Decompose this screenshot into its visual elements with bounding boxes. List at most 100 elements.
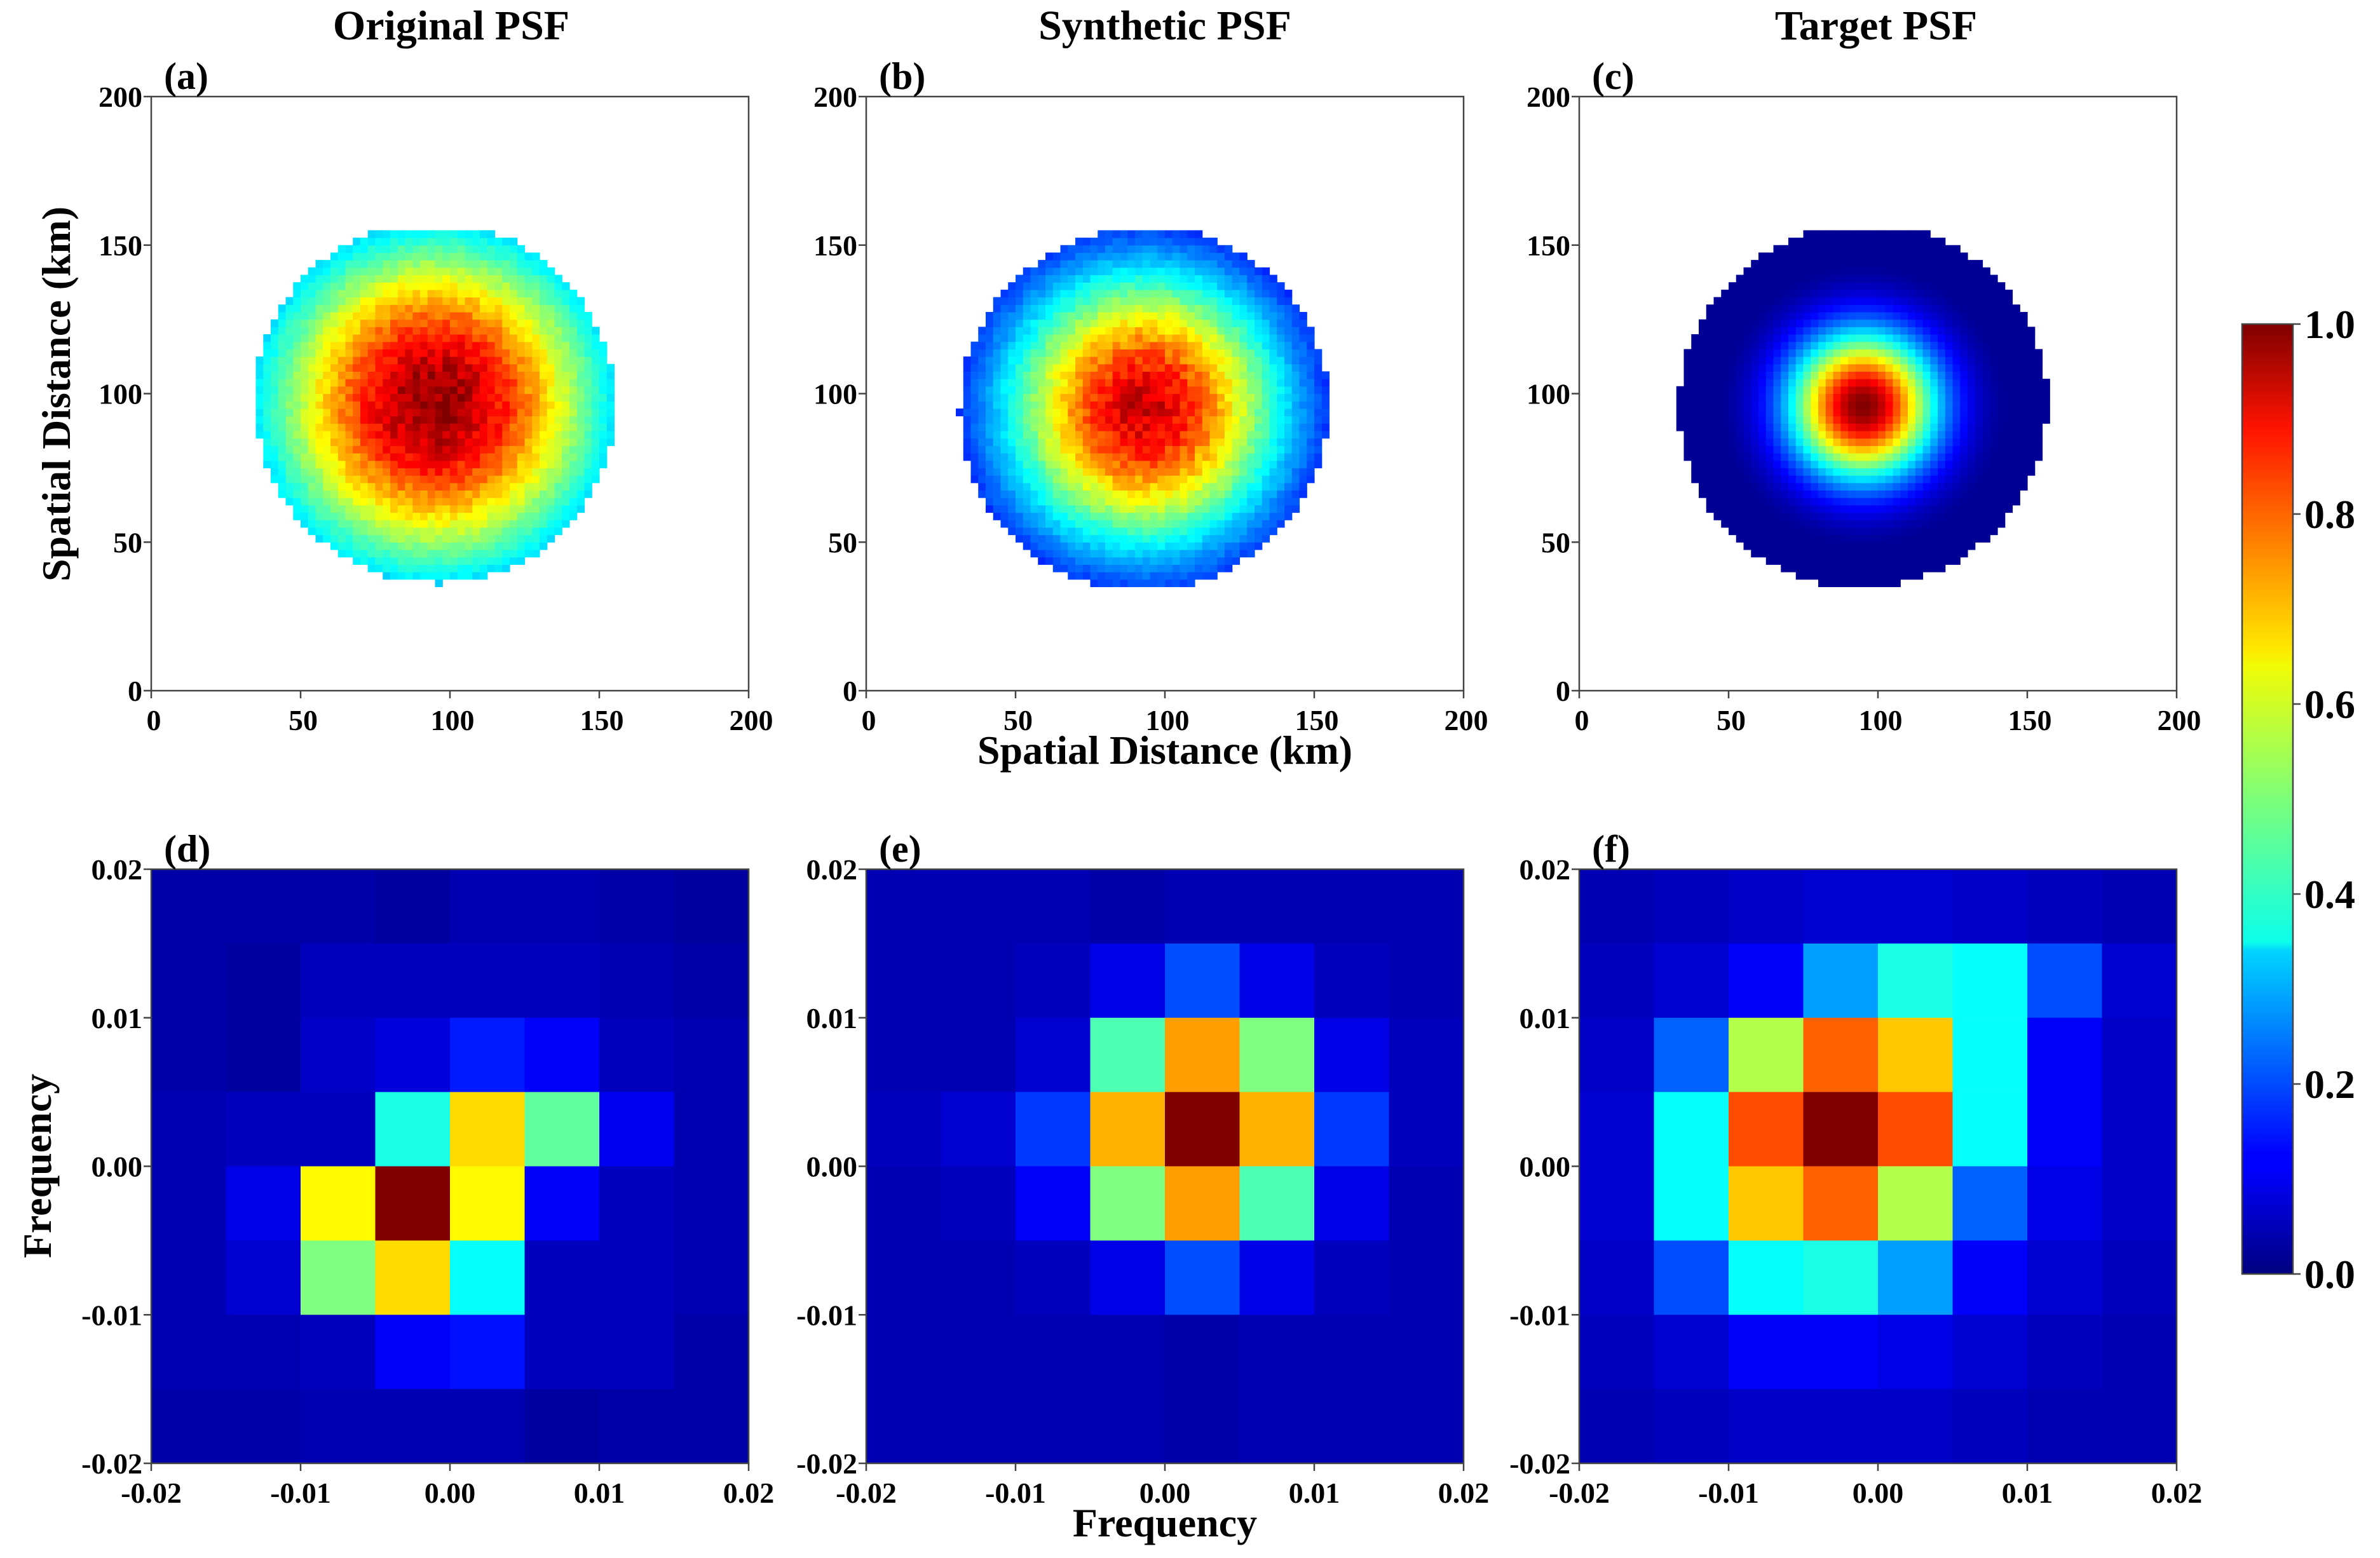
psf-pixel (271, 430, 279, 439)
psf-pixel (367, 282, 376, 290)
psf-pixel (1938, 401, 1946, 409)
psf-pixel (1225, 512, 1233, 520)
psf-pixel (390, 416, 398, 424)
psf-pixel (1016, 416, 1024, 424)
psf-pixel (1180, 252, 1188, 261)
psf-pixel (1840, 549, 1849, 558)
psf-pixel (1758, 430, 1767, 439)
psf-pixel (569, 371, 578, 379)
psf-pixel (1000, 505, 1009, 513)
psf-pixel (1157, 572, 1166, 580)
psf-pixel (547, 534, 555, 543)
psf-pixel (1090, 423, 1098, 431)
psf-pixel (1172, 327, 1181, 335)
psf-pixel (293, 438, 301, 446)
psf-pixel (1127, 475, 1136, 484)
psf-pixel (1960, 453, 1968, 461)
psf-pixel (1172, 430, 1181, 439)
psf-pixel (412, 327, 421, 335)
psf-pixel (375, 498, 383, 506)
psf-pixel (1284, 460, 1293, 468)
xlabel-frequency: Frequency (1073, 1500, 1257, 1545)
psf-pixel (1811, 475, 1819, 484)
psf-pixel (271, 341, 279, 349)
psf-pixel (502, 260, 510, 268)
psf-pixel (993, 445, 1002, 454)
psf-pixel (1165, 341, 1173, 349)
psf-pixel (1930, 445, 1938, 454)
psf-pixel (367, 416, 376, 424)
psf-pixel (1773, 363, 1781, 372)
psf-pixel (1112, 230, 1121, 238)
psf-pixel (1165, 371, 1173, 379)
psf-pixel (1781, 363, 1789, 372)
psf-pixel (345, 512, 353, 520)
psf-pixel (1247, 363, 1255, 372)
psf-pixel (1023, 289, 1031, 298)
psf-pixel (963, 453, 972, 461)
psf-pixel (1982, 423, 1990, 431)
psf-pixel (465, 527, 473, 536)
psf-pixel (1870, 490, 1879, 498)
psf-pixel (584, 371, 592, 379)
psf-pixel (963, 386, 972, 395)
psf-pixel (315, 527, 323, 536)
psf-pixel (494, 520, 503, 528)
psf-pixel (383, 319, 391, 327)
psf-pixel (1870, 475, 1879, 484)
psf-pixel (1699, 453, 1707, 461)
psf-pixel (1112, 238, 1121, 246)
psf-pixel (1743, 438, 1751, 446)
psf-pixel (1120, 505, 1128, 513)
psf-pixel (1135, 520, 1143, 528)
psf-pixel (450, 274, 458, 283)
psf-pixel (1908, 379, 1916, 387)
psf-pixel (1112, 430, 1121, 439)
psf-pixel (435, 238, 443, 246)
psf-pixel (1765, 379, 1774, 387)
psf-pixel (487, 490, 496, 498)
psf-pixel (442, 282, 451, 290)
psf-pixel (963, 371, 972, 379)
psf-pixel (405, 572, 413, 580)
psf-pixel (1269, 416, 1277, 424)
psf-pixel (1247, 505, 1255, 513)
psf-pixel (1157, 349, 1166, 357)
psf-pixel (412, 534, 421, 543)
psf-pixel (337, 512, 346, 520)
psf-pixel (360, 363, 369, 372)
psf-pixel (517, 512, 526, 520)
psf-pixel (1232, 490, 1241, 498)
psf-pixel (1202, 334, 1211, 342)
psf-pixel (1713, 393, 1722, 402)
psf-pixel (457, 482, 466, 491)
psf-pixel (1795, 549, 1804, 558)
psf-pixel (524, 453, 533, 461)
psf-pixel (1968, 393, 1976, 402)
psf-pixel (442, 408, 451, 417)
psf-pixel (480, 341, 488, 349)
psf-pixel (457, 430, 466, 439)
psf-pixel (1277, 341, 1285, 349)
psf-pixel (1848, 363, 1856, 372)
psf-pixel (1082, 520, 1091, 528)
psf-pixel (1990, 371, 1998, 379)
psf-pixel (1870, 393, 1879, 402)
psf-pixel (1075, 371, 1084, 379)
psf-pixel (584, 386, 592, 395)
psf-pixel (360, 438, 369, 446)
psf-pixel (323, 311, 331, 320)
psf-pixel (1098, 282, 1106, 290)
psf-pixel (465, 438, 473, 446)
psf-pixel (1217, 319, 1225, 327)
psf-pixel (1751, 393, 1759, 402)
psf-pixel (1321, 401, 1330, 409)
psf-pixel (524, 438, 533, 446)
psf-pixel (1172, 438, 1181, 446)
psf-pixel (1269, 386, 1277, 395)
psf-pixel (323, 297, 331, 305)
psf-pixel (1225, 334, 1233, 342)
psf-pixel (524, 468, 533, 476)
psf-pixel (1269, 482, 1277, 491)
psf-pixel (510, 311, 518, 320)
